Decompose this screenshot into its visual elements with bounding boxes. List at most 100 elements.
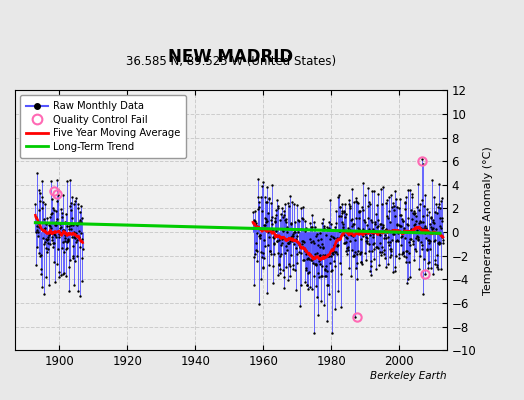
Point (388, 236, 397, 243)
Point (49, 205, 57, 211)
Point (267, 200, 275, 206)
Point (398, 251, 407, 258)
Point (344, 227, 352, 234)
Point (393, 237, 401, 244)
Point (411, 218, 420, 224)
Point (302, 251, 311, 257)
Point (34, 220, 42, 226)
Point (353, 251, 361, 258)
Point (356, 251, 364, 257)
Point (387, 248, 396, 254)
Point (32, 262, 40, 268)
Point (275, 236, 283, 243)
Point (390, 230, 399, 237)
Point (60, 226, 68, 233)
Point (63, 239, 71, 245)
Point (71, 235, 79, 242)
Point (357, 259, 365, 266)
Point (318, 241, 326, 247)
Point (311, 261, 319, 268)
Point (50, 207, 58, 213)
Point (268, 262, 277, 269)
Point (69, 255, 78, 262)
Point (78, 254, 86, 261)
Point (257, 275, 265, 282)
Point (379, 224, 387, 230)
Point (411, 220, 419, 227)
Point (323, 224, 332, 230)
Point (416, 218, 424, 224)
Point (410, 222, 418, 228)
Point (283, 229, 291, 236)
Point (396, 211, 405, 218)
Point (255, 204, 264, 210)
Point (354, 224, 362, 231)
Point (262, 198, 270, 205)
Point (380, 255, 389, 261)
Point (397, 223, 405, 230)
Point (430, 237, 439, 244)
Point (42, 274, 50, 280)
Point (315, 244, 324, 251)
Point (386, 254, 394, 260)
Point (344, 244, 352, 250)
Point (314, 252, 323, 259)
Point (284, 277, 292, 283)
Point (293, 216, 302, 223)
Point (339, 221, 347, 228)
Point (285, 240, 293, 246)
Point (413, 233, 422, 240)
Point (280, 212, 289, 218)
Point (369, 241, 378, 247)
Point (438, 214, 446, 221)
Point (378, 249, 387, 256)
Point (330, 258, 338, 264)
Point (356, 248, 365, 255)
Point (38, 178, 46, 184)
Point (427, 215, 435, 222)
Point (402, 280, 411, 287)
Point (267, 251, 276, 258)
Point (407, 191, 416, 198)
Point (277, 251, 285, 257)
Point (315, 230, 324, 236)
Point (431, 257, 440, 263)
Point (423, 247, 431, 254)
Point (43, 249, 51, 255)
Point (290, 201, 299, 207)
Point (74, 220, 82, 226)
Point (260, 222, 269, 228)
Point (331, 224, 340, 230)
Point (303, 282, 312, 288)
Point (265, 262, 274, 269)
Point (53, 261, 61, 268)
Point (287, 220, 295, 226)
Point (313, 231, 321, 237)
Point (318, 273, 326, 280)
Point (291, 229, 300, 236)
Point (325, 197, 334, 204)
Point (64, 223, 73, 230)
Point (428, 226, 436, 232)
Point (259, 179, 267, 186)
Point (381, 227, 389, 233)
Point (291, 245, 300, 251)
Point (46, 230, 54, 236)
Point (350, 221, 358, 228)
Point (394, 230, 402, 236)
Point (351, 237, 359, 244)
Point (403, 248, 411, 254)
Point (413, 237, 422, 244)
Point (423, 206, 432, 212)
Point (380, 247, 388, 254)
Point (308, 286, 316, 292)
Point (333, 242, 342, 248)
Point (328, 330, 336, 336)
Point (45, 282, 53, 288)
Point (54, 187, 62, 193)
Point (293, 260, 302, 267)
Point (354, 200, 363, 206)
Point (67, 225, 75, 232)
Point (327, 221, 335, 228)
Point (393, 220, 401, 227)
